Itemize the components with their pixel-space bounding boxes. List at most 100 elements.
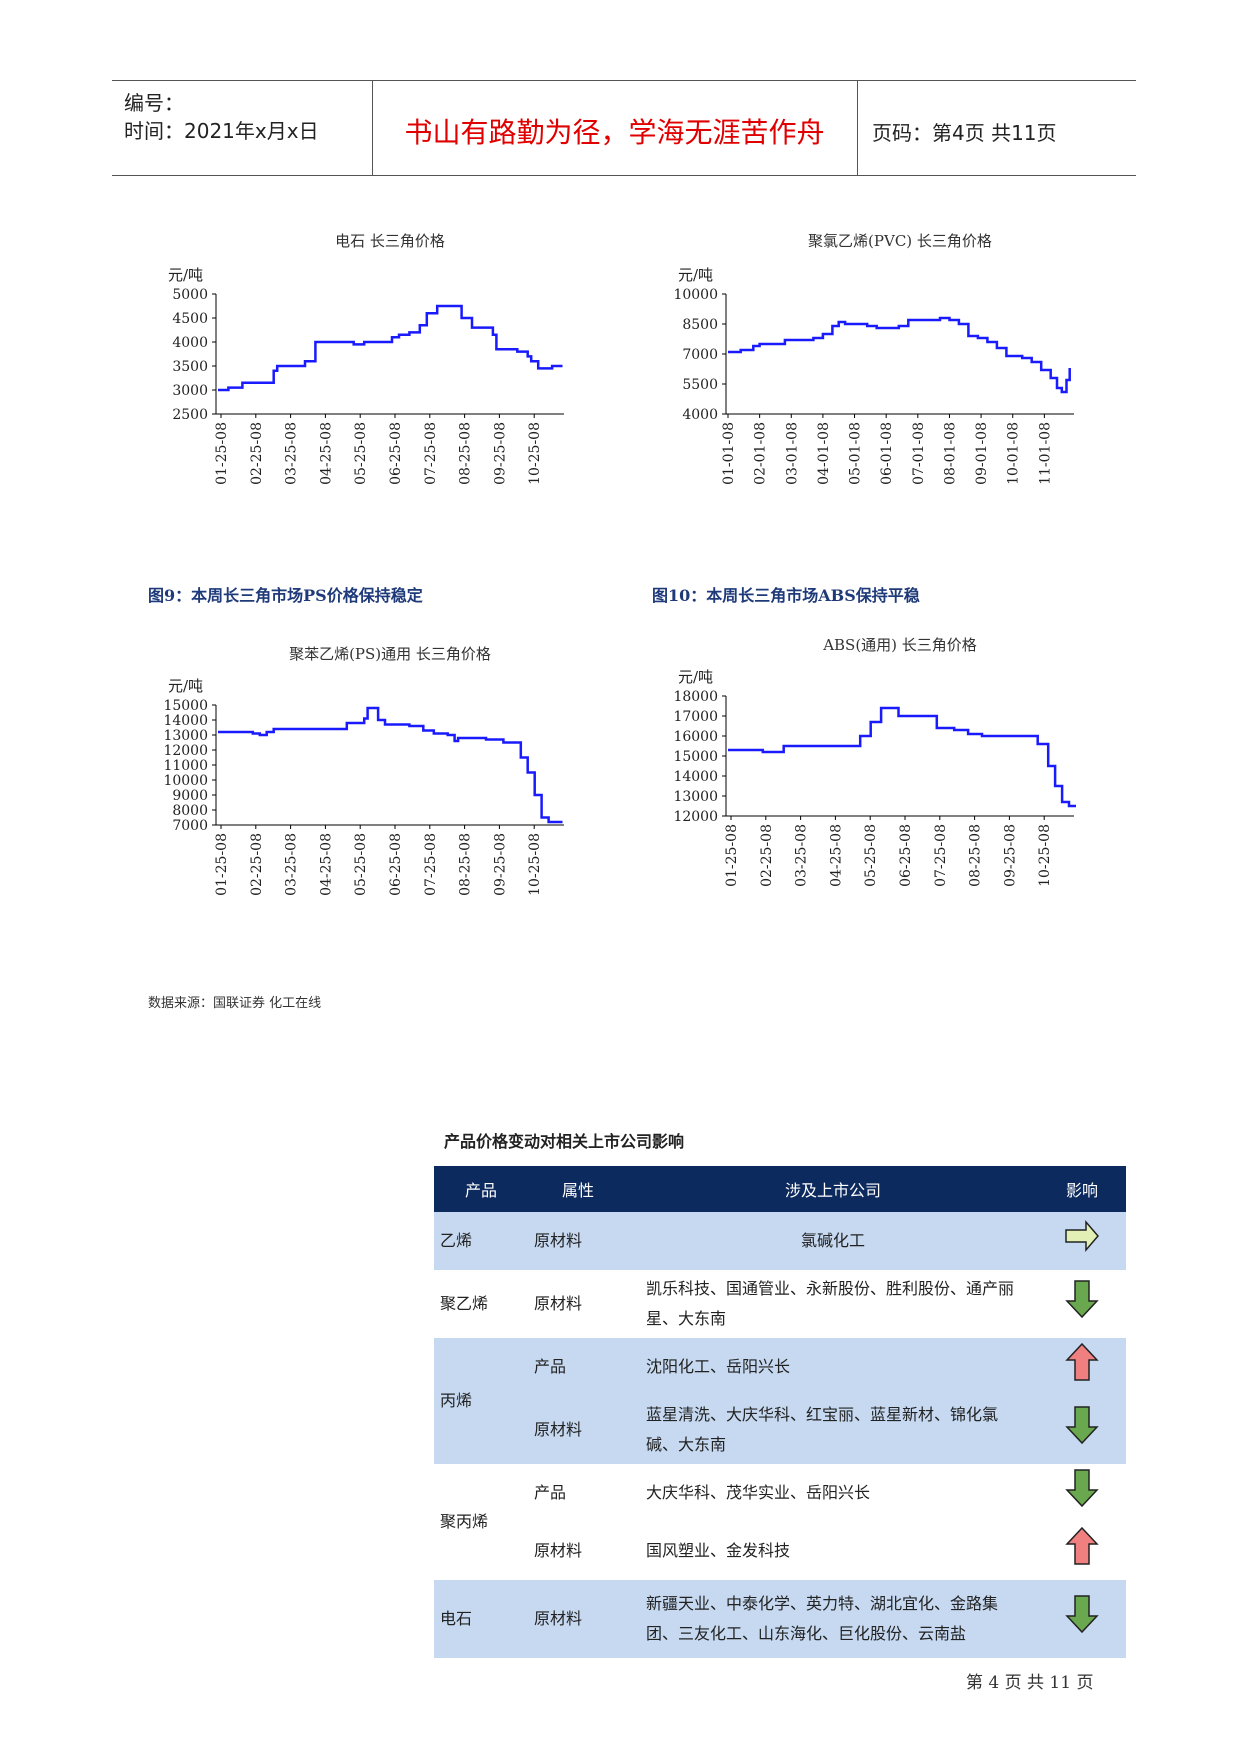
x-tick-label: 02-25-08 — [759, 824, 775, 887]
table-header-row: 产品 属性 涉及上市公司 影响 — [434, 1166, 1126, 1212]
x-tick-label: 03-25-08 — [794, 824, 810, 887]
arrow-down-icon — [1064, 1279, 1100, 1329]
arrow-up-icon — [1064, 1342, 1100, 1392]
y-tick-label: 12000 — [673, 809, 718, 825]
arrow-shape — [1065, 1526, 1099, 1565]
cell-impact — [1038, 1338, 1126, 1396]
chart-title: 电石 长三角价格 — [335, 232, 445, 250]
y-tick-label: 4500 — [172, 311, 208, 327]
x-tick-label: 01-01-08 — [721, 422, 737, 485]
x-tick-label: 05-25-08 — [863, 824, 879, 887]
x-tick-label: 11-01-08 — [1037, 422, 1053, 485]
x-tick-label: 04-25-08 — [318, 833, 334, 896]
x-tick-label: 04-25-08 — [828, 824, 844, 887]
y-tick-label: 2500 — [172, 407, 208, 423]
cell-impact — [1038, 1580, 1126, 1658]
cell-product: 聚丙烯 — [434, 1464, 528, 1580]
cell-impact — [1038, 1522, 1126, 1580]
y-tick-label: 13000 — [163, 728, 208, 744]
chart-ps-svg: 聚苯乙烯(PS)通用 长三角价格元/吨150001400013000120001… — [163, 645, 564, 896]
x-tick-label: 08-01-08 — [942, 422, 958, 485]
price-line — [218, 304, 563, 392]
y-unit-label: 元/吨 — [678, 668, 713, 686]
down-arrow-svg — [1065, 1280, 1099, 1319]
chart-pvc: 聚氯乙烯(PVC) 长三角价格 元/吨 10000 8500 7000 5500 4000 0… — [660, 232, 1100, 532]
figure-10-caption: 图10：本周长三角市场ABS保持平稳 — [652, 586, 920, 605]
y-tick-label: 13000 — [673, 789, 718, 805]
arrow-down-icon — [1064, 1594, 1100, 1644]
cell-companies: 国风塑业、金发科技 — [628, 1522, 1038, 1580]
table-title: 产品价格变动对相关上市公司影响 — [444, 1132, 685, 1151]
cell-companies: 凯乐科技、国通管业、永新股份、胜利股份、通产丽星、大东南 — [628, 1270, 1038, 1338]
data-source: 数据来源：国联证券 化工在线 — [148, 996, 322, 1011]
chart-pvc-svg: 聚氯乙烯(PVC) 长三角价格元/吨1000085007000550040000… — [673, 232, 1074, 485]
price-line — [728, 316, 1071, 394]
x-tick-label: 02-01-08 — [753, 422, 769, 485]
down-arrow-svg — [1065, 1595, 1099, 1634]
page-code: 页码：第4页 共11页 — [872, 121, 1057, 145]
cell-attribute: 原材料 — [528, 1212, 628, 1270]
arrow-shape — [1065, 1406, 1099, 1445]
y-tick-label: 18000 — [673, 689, 718, 705]
y-tick-label: 5500 — [682, 377, 718, 393]
cell-product: 丙烯 — [434, 1338, 528, 1464]
cell-impact — [1038, 1212, 1126, 1270]
x-tick-label: 09-25-08 — [492, 422, 508, 485]
cell-product: 乙烯 — [434, 1212, 528, 1270]
x-tick-label: 06-01-08 — [879, 422, 895, 485]
x-tick-label: 03-25-08 — [284, 833, 300, 896]
table-row: 原材料 国风塑业、金发科技 — [434, 1522, 1126, 1580]
table-row: 丙烯 产品 沈阳化工、岳阳兴长 — [434, 1338, 1126, 1464]
cell-attribute: 原材料 — [528, 1396, 628, 1464]
y-tick-label: 14000 — [673, 769, 718, 785]
cell-impact — [1038, 1464, 1126, 1522]
chart-ps: 聚苯乙烯(PS)通用 长三角价格 元/吨 15000 14000 13000 12000 1… — [150, 645, 590, 945]
table-row: 电石 原材料 新疆天业、中泰化学、英力特、湖北宜化、金路集团、三友化工、山东海化… — [434, 1580, 1126, 1658]
cell-companies: 氯碱化工 — [628, 1212, 1038, 1270]
y-unit-label: 元/吨 — [168, 266, 203, 284]
table-row: 乙烯 原材料 氯碱化工 — [434, 1212, 1126, 1270]
page-header: 编号： 时间：2021年x月x日 书山有路勤为径，学海无涯苦作舟 页码：第4页 … — [112, 80, 1136, 176]
x-tick-label: 07-25-08 — [933, 824, 949, 887]
x-tick-label: 06-25-08 — [388, 833, 404, 896]
arrow-shape — [1065, 1595, 1099, 1634]
cell-companies: 大庆华科、茂华实业、岳阳兴长 — [628, 1464, 1038, 1522]
arrow-shape — [1065, 1469, 1099, 1508]
y-tick-label: 9000 — [172, 788, 208, 804]
x-tick-label: 02-25-08 — [249, 422, 265, 485]
x-tick-label: 01-25-08 — [214, 422, 230, 485]
table-row: 聚乙烯 原材料 凯乐科技、国通管业、永新股份、胜利股份、通产丽星、大东南 — [434, 1270, 1126, 1338]
x-tick-label: 10-25-08 — [527, 833, 543, 896]
number-label: 编号： — [124, 91, 184, 115]
x-tick-label: 08-25-08 — [458, 422, 474, 485]
y-tick-label: 4000 — [172, 335, 208, 351]
chart-calcium-carbide: 电石 长三角价格 元/吨 5000 4500 4000 3500 3000 2500 01-25… — [150, 232, 590, 532]
arrow-right-icon — [1064, 1216, 1100, 1266]
y-tick-label: 15000 — [673, 749, 718, 765]
x-tick-label: 05-25-08 — [353, 422, 369, 485]
down-arrow-svg — [1065, 1469, 1099, 1508]
up-arrow-svg — [1065, 1342, 1099, 1381]
x-tick-label: 08-25-08 — [968, 824, 984, 887]
cell-attribute: 原材料 — [528, 1270, 628, 1338]
table-row: 原材料 蓝星清洗、大庆华科、红宝丽、蓝星新材、锦化氯碱、大东南 — [434, 1396, 1126, 1464]
arrow-shape — [1065, 1280, 1099, 1319]
down-arrow-svg — [1065, 1406, 1099, 1445]
header-middle-cell: 书山有路勤为径，学海无涯苦作舟 — [372, 81, 858, 175]
cell-attribute: 产品 — [528, 1464, 628, 1522]
x-tick-label: 05-01-08 — [848, 422, 864, 485]
x-tick-label: 07-01-08 — [911, 422, 927, 485]
y-unit-label: 元/吨 — [168, 677, 203, 695]
y-tick-label: 7000 — [682, 347, 718, 363]
y-tick-label: 12000 — [163, 743, 208, 759]
arrow-up-icon — [1064, 1526, 1100, 1576]
x-tick-label: 01-25-08 — [214, 833, 230, 896]
y-tick-label: 10000 — [163, 773, 208, 789]
flat-arrow-svg — [1065, 1219, 1099, 1253]
y-tick-label: 3500 — [172, 359, 208, 375]
cell-companies: 新疆天业、中泰化学、英力特、湖北宜化、金路集团、三友化工、山东海化、巨化股份、云… — [628, 1580, 1038, 1658]
chart-title: 聚苯乙烯(PS)通用 长三角价格 — [289, 645, 491, 663]
chart-title: 聚氯乙烯(PVC) 长三角价格 — [808, 232, 992, 250]
motto: 书山有路勤为径，学海无涯苦作舟 — [404, 116, 825, 149]
